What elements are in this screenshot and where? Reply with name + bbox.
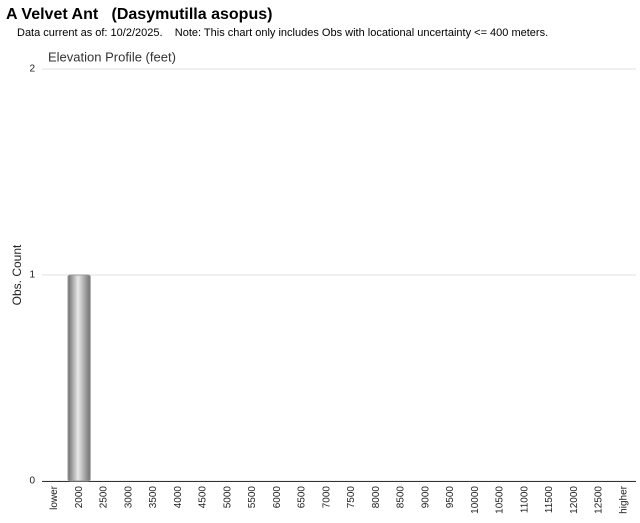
x-tick-label: 12000 [569, 486, 580, 514]
x-tick-label: 11000 [519, 486, 530, 514]
x-tick-label: 6000 [272, 486, 283, 509]
x-tick-label: 10000 [470, 486, 481, 514]
x-tick-label: 3500 [148, 486, 159, 509]
x-tick-label: 2000 [74, 486, 85, 509]
x-tick-label: 8500 [396, 486, 407, 509]
y-tick-label: 2 [29, 64, 35, 75]
subtitle: Data current as of: 10/2/2025. Note: Thi… [17, 27, 548, 39]
y-tick-label: 1 [29, 270, 35, 281]
chart-title: Elevation Profile (feet) [48, 49, 176, 64]
x-tick-label: 7500 [346, 486, 357, 509]
x-tick-label: 9000 [420, 486, 431, 509]
x-tick-label: 4000 [173, 486, 184, 509]
x-tick-label: 3000 [123, 486, 134, 509]
x-tick-label: 11500 [544, 486, 555, 514]
x-tick-label: 5500 [247, 486, 258, 509]
y-axis-label: Obs. Count [10, 244, 24, 305]
x-tick-label: 4500 [198, 486, 209, 509]
x-tick-label: 8000 [371, 486, 382, 509]
x-tick-label: 12500 [594, 486, 605, 514]
x-tick-label: 6500 [297, 486, 308, 509]
x-tick-label: 2500 [99, 486, 110, 509]
bar [67, 274, 91, 482]
page-title: A Velvet Ant (Dasymutilla asopus) [6, 6, 272, 23]
x-tick-label: lower [49, 485, 60, 510]
x-tick-label: higher [618, 485, 629, 513]
x-tick-label: 10500 [495, 486, 506, 514]
y-tick-label: 0 [29, 476, 35, 487]
x-tick-label: 7000 [321, 486, 332, 509]
x-tick-label: 9500 [445, 486, 456, 509]
x-tick-label: 5000 [222, 486, 233, 509]
